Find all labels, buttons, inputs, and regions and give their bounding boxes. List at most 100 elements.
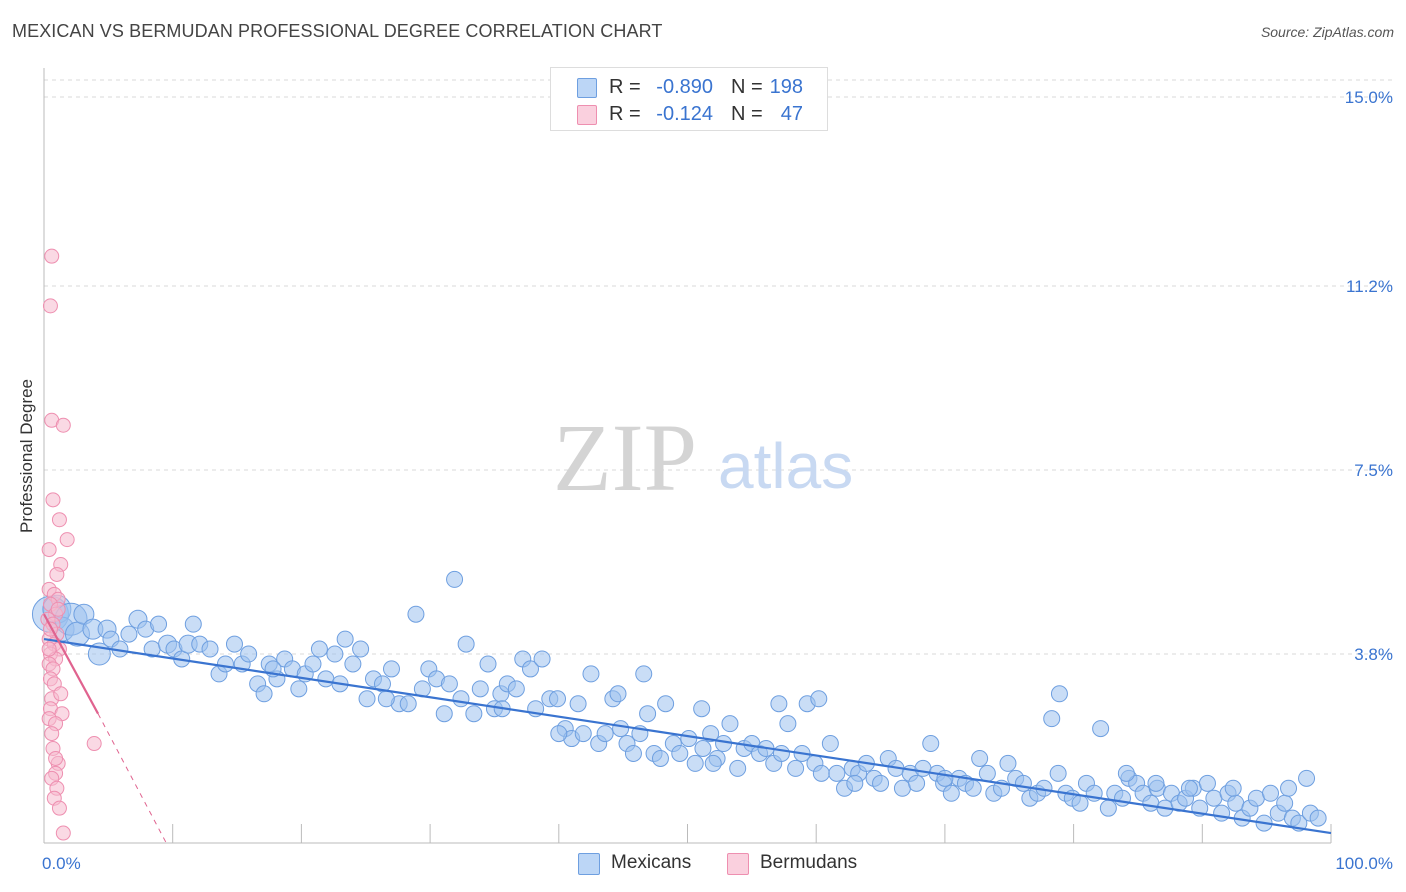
- mexicans-point: [317, 670, 335, 688]
- mexicans-point: [225, 635, 243, 653]
- mexicans-point: [1276, 794, 1294, 812]
- mexicans-point: [1114, 789, 1132, 807]
- legend-label-bermudans: Bermudans: [760, 852, 858, 873]
- legend-swatch-bermudans: [727, 853, 749, 875]
- mexicans-point: [1227, 794, 1245, 812]
- mexicans-point: [715, 735, 733, 753]
- mexicans-point: [150, 615, 168, 633]
- mexicans-point: [1213, 804, 1231, 822]
- mexicans-point: [1014, 774, 1032, 792]
- mexicans-point: [310, 640, 328, 658]
- mexicans-point: [729, 759, 747, 777]
- bermudans-point: [44, 726, 60, 742]
- mexicans-point: [382, 660, 400, 678]
- watermark-atlas: atlas: [718, 430, 853, 502]
- mexicans-point: [1224, 779, 1242, 797]
- watermark: ZIP atlas: [553, 404, 853, 511]
- mexicans-point: [569, 695, 587, 713]
- mexicans-trend-line: [43, 638, 1332, 835]
- mexicans-point: [358, 690, 376, 708]
- y-tick-label: 7.5%: [1354, 461, 1393, 480]
- legend-swatch-mexicans: [578, 853, 600, 875]
- mexicans-point: [978, 764, 996, 782]
- mexicans-point: [694, 740, 712, 758]
- mexicans-point: [1050, 685, 1068, 703]
- mexicans-point: [657, 695, 675, 713]
- bermudans-point: [48, 750, 64, 766]
- legend-row-mexicans: R = -0.890 N = 198: [551, 74, 827, 102]
- mexicans-point: [693, 700, 711, 718]
- legend-row-bermudans: R = -0.124 N = 47: [551, 101, 827, 129]
- mexicans-point: [810, 690, 828, 708]
- mexicans-point: [184, 615, 202, 633]
- mexicans-point: [846, 774, 864, 792]
- legend-label-mexicans: Mexicans: [611, 852, 692, 873]
- mexicans-point: [521, 660, 539, 678]
- mexicans-point: [446, 570, 464, 588]
- bermudans-point: [50, 601, 66, 617]
- mexicans-point: [344, 655, 362, 673]
- mexicans-point: [1280, 779, 1298, 797]
- series-legend: Mexicans Bermudans: [0, 852, 1406, 878]
- legend-n-value: 47: [780, 103, 803, 125]
- mexicans-point: [999, 754, 1017, 772]
- mexicans-point: [471, 680, 489, 698]
- mexicans-point: [465, 705, 483, 723]
- mexicans-point: [936, 769, 954, 787]
- mexicans-point: [612, 720, 630, 738]
- mexicans-point: [908, 774, 926, 792]
- mexicans-point: [1147, 774, 1165, 792]
- x-tick-label: 0.0%: [42, 854, 81, 873]
- bermudans-point: [41, 641, 57, 657]
- mexicans-point: [872, 774, 890, 792]
- mexicans-point: [255, 685, 273, 703]
- legend-r-label: R =: [609, 76, 641, 98]
- mexicans-point: [680, 730, 698, 748]
- mexicans-point: [964, 779, 982, 797]
- mexicans-point: [1043, 710, 1061, 728]
- mexicans-point: [609, 685, 627, 703]
- bermudans-point: [49, 566, 65, 582]
- bermudans-point: [55, 417, 71, 433]
- bermudans-trend-line: [43, 613, 100, 715]
- mexicans-point: [971, 749, 989, 767]
- mexicans-point: [452, 690, 470, 708]
- mexicans-point: [1142, 794, 1160, 812]
- legend-n-label: N =: [731, 103, 763, 125]
- mexicans-point: [922, 735, 940, 753]
- mexicans-point: [772, 744, 790, 762]
- mexicans-point: [479, 655, 497, 673]
- mexicans-point: [787, 759, 805, 777]
- mexicans-point: [596, 725, 614, 743]
- mexicans-point: [821, 735, 839, 753]
- legend-swatch-mexicans: [577, 78, 597, 98]
- mexicans-point: [893, 779, 911, 797]
- mexicans-point: [1071, 794, 1089, 812]
- mexicans-point: [1198, 774, 1216, 792]
- bermudans-point: [53, 686, 69, 702]
- mexicans-point: [942, 784, 960, 802]
- watermark-zip: ZIP: [553, 404, 697, 511]
- mexicans-point: [435, 705, 453, 723]
- bermudans-point: [44, 248, 60, 264]
- mexicans-point: [352, 640, 370, 658]
- mexicans-point: [240, 645, 258, 663]
- mexicans-point: [336, 630, 354, 648]
- points: [31, 248, 1327, 841]
- gridlines: [44, 79, 1392, 655]
- mexicans-point: [1298, 769, 1316, 787]
- mexicans-point: [1099, 799, 1117, 817]
- mexicans-point: [507, 680, 525, 698]
- bermudans-trend-extension: [97, 713, 167, 844]
- mexicans-point: [1180, 779, 1198, 797]
- mexicans-point: [651, 749, 669, 767]
- mexicans-point: [779, 715, 797, 733]
- bermudans-point: [41, 542, 57, 558]
- mexicans-point: [1205, 789, 1223, 807]
- legend-r-value: -0.124: [656, 103, 713, 125]
- correlation-legend: R = -0.890 N = 198 R = -0.124 N = 47: [550, 67, 828, 131]
- mexicans-point: [290, 680, 308, 698]
- mexicans-point: [201, 640, 219, 658]
- y-tick-label: 3.8%: [1354, 645, 1393, 664]
